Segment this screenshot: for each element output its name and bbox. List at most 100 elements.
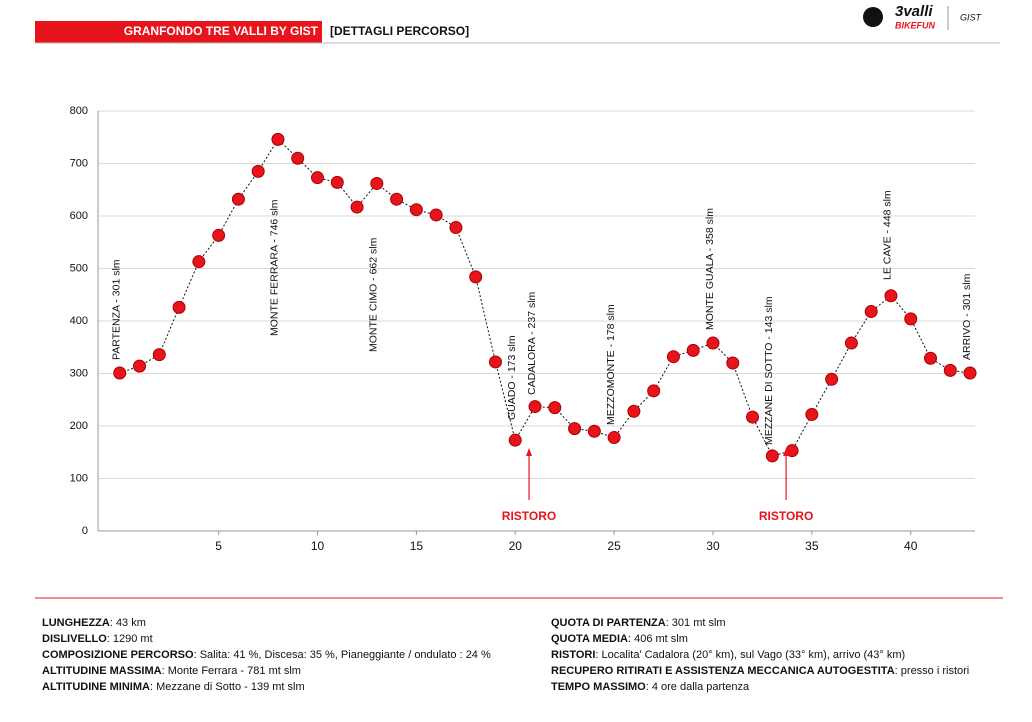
info-line: RECUPERO RITIRATI E ASSISTENZA MECCANICA… — [551, 665, 969, 677]
point — [528, 400, 542, 414]
info-label: TEMPO MASSIMO — [551, 681, 646, 693]
y-tick-label: 500 — [70, 262, 88, 274]
point — [765, 449, 779, 463]
x-tick-label: 25 — [607, 539, 621, 553]
info-label: RISTORI — [551, 649, 595, 661]
info-line: QUOTA MEDIA: 406 mt slm — [551, 633, 688, 645]
point — [330, 175, 344, 189]
y-tick-label: 400 — [70, 315, 88, 327]
stop-label: RISTORO — [502, 509, 556, 523]
point-label: CADALORA - 237 slm — [526, 291, 538, 395]
logo-mark — [863, 7, 883, 27]
point — [271, 132, 285, 146]
point — [370, 176, 384, 190]
point — [726, 356, 740, 370]
point — [904, 312, 918, 326]
point — [291, 151, 305, 165]
stop-label: RISTORO — [759, 509, 813, 523]
x-tick-label: 15 — [410, 539, 424, 553]
point — [429, 208, 443, 222]
y-tick-label: 100 — [70, 472, 88, 484]
point — [706, 336, 720, 350]
info-label: ALTITUDINE MASSIMA — [42, 665, 162, 677]
point-label: PARTENZA - 301 slm — [111, 259, 123, 360]
y-tick-label: 800 — [70, 105, 88, 117]
point — [113, 366, 127, 380]
point — [686, 343, 700, 357]
point — [746, 410, 760, 424]
info-value: : 43 km — [110, 617, 146, 629]
point — [488, 355, 502, 369]
point — [844, 336, 858, 350]
y-tick-label: 300 — [70, 367, 88, 379]
stop-arrow-head — [526, 448, 533, 456]
y-tick-label: 700 — [70, 157, 88, 169]
point-label: LE CAVE - 448 slm — [882, 190, 894, 280]
header-bar — [35, 21, 322, 43]
info-label: ALTITUDINE MINIMA — [42, 681, 150, 693]
point — [963, 366, 977, 380]
point — [251, 164, 265, 178]
point — [192, 255, 206, 269]
point-label: MEZZANE DI SOTTO - 143 slm — [763, 296, 775, 445]
point — [666, 350, 680, 364]
point — [449, 221, 463, 235]
point-label: MONTE GUALA - 358 slm — [704, 208, 716, 330]
info-label: QUOTA DI PARTENZA — [551, 617, 666, 629]
header-title: GRANFONDO TRE VALLI BY GIST — [124, 24, 319, 38]
point — [152, 348, 166, 362]
point — [943, 363, 957, 377]
point — [607, 431, 621, 445]
point — [884, 289, 898, 303]
x-tick-label: 20 — [509, 539, 523, 553]
y-tick-label: 600 — [70, 210, 88, 222]
point — [172, 300, 186, 314]
stop-arrow-head — [783, 448, 790, 456]
info-label: RECUPERO RITIRATI E ASSISTENZA MECCANICA… — [551, 665, 895, 677]
point — [508, 433, 522, 447]
point — [864, 305, 878, 319]
point — [390, 192, 404, 206]
info-label: QUOTA MEDIA — [551, 633, 628, 645]
point-label: ARRIVO - 301 slm — [961, 273, 973, 360]
point — [231, 192, 245, 206]
point — [647, 384, 661, 398]
info-value: : Mezzane di Sotto - 139 mt slm — [150, 681, 305, 693]
point — [825, 372, 839, 386]
y-tick-label: 200 — [70, 420, 88, 432]
info-label: DISLIVELLO — [42, 633, 107, 645]
point-label: MEZZOMONTE - 178 slm — [605, 304, 617, 425]
point-label: MONTE FERRARA - 746 slm — [269, 199, 281, 336]
point — [310, 171, 324, 185]
y-tick-label: 0 — [82, 525, 88, 537]
point — [133, 359, 147, 373]
info-value: : presso i ristori — [895, 665, 970, 677]
info-value: : 301 mt slm — [666, 617, 726, 629]
header-subtitle: [DETTAGLI PERCORSO] — [330, 24, 469, 38]
info-line: LUNGHEZZA: 43 km — [42, 617, 146, 629]
point — [805, 407, 819, 421]
x-tick-label: 10 — [311, 539, 325, 553]
info-line: COMPOSIZIONE PERCORSO: Salita: 41 %, Dis… — [42, 649, 491, 661]
info-value: : Salita: 41 %, Discesa: 35 %, Pianeggia… — [194, 649, 491, 661]
point-label: MONTE CIMO - 662 slm — [368, 237, 380, 352]
point — [924, 351, 938, 365]
point — [627, 404, 641, 418]
info-value: : Localita' Cadalora (20° km), sul Vago … — [595, 649, 905, 661]
info-line: QUOTA DI PARTENZA: 301 mt slm — [551, 617, 726, 629]
x-tick-label: 30 — [706, 539, 720, 553]
logo-text: 3valli — [895, 3, 933, 20]
info-label: LUNGHEZZA — [42, 617, 110, 629]
point — [568, 422, 582, 436]
info-value: : 406 mt slm — [628, 633, 688, 645]
logo-text: BIKEFUN — [895, 20, 935, 30]
info-label: COMPOSIZIONE PERCORSO — [42, 649, 194, 661]
info-value: : Monte Ferrara - 781 mt slm — [162, 665, 301, 677]
logo-text: GIST — [960, 12, 983, 22]
point — [548, 401, 562, 415]
x-tick-label: 5 — [215, 539, 222, 553]
info-value: : 1290 mt — [107, 633, 153, 645]
info-line: RISTORI: Localita' Cadalora (20° km), su… — [551, 649, 905, 661]
point — [409, 203, 423, 217]
